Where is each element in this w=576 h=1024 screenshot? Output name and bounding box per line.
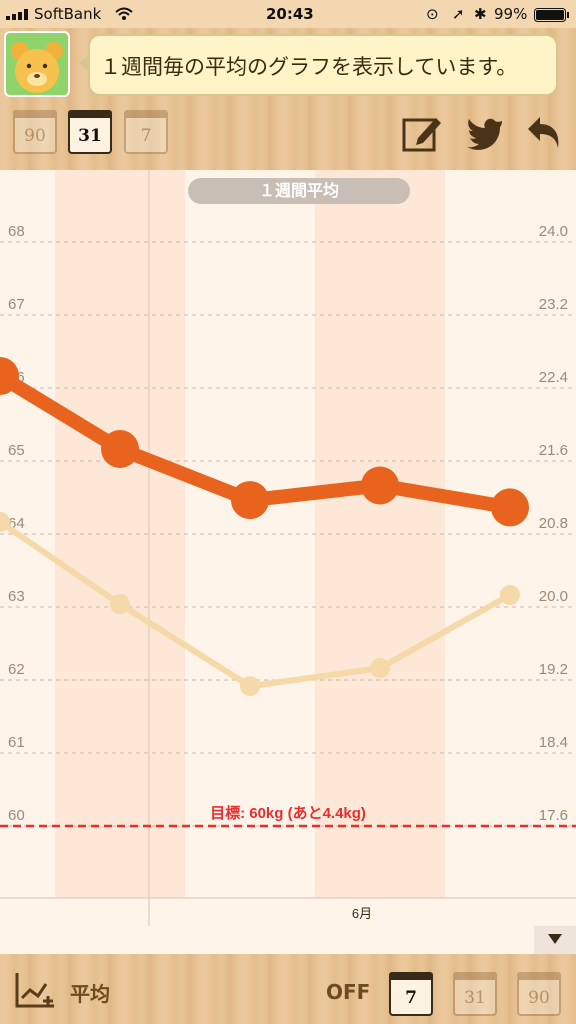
bluetooth-icon: ✱ <box>474 5 487 23</box>
y-left-tick: 62 <box>8 661 25 678</box>
y-left-tick: 65 <box>8 442 25 459</box>
range-31-label: 31 <box>78 126 102 146</box>
y-right-tick: 21.6 <box>539 442 568 459</box>
expand-tab-button[interactable] <box>534 926 576 954</box>
range-31-button[interactable]: 31 <box>68 110 112 154</box>
battery-percent: 99% <box>494 5 528 23</box>
wifi-icon <box>115 7 133 20</box>
mode-label[interactable]: 平均 <box>70 982 110 1006</box>
bottom-range-31-label: 31 <box>464 988 486 1008</box>
y-right-tick: 24.0 <box>539 223 568 240</box>
range-90-label: 90 <box>24 126 46 146</box>
data-point <box>361 466 399 505</box>
goal-label: 目標: 60kg (あと4.4kg) <box>210 804 366 822</box>
range-7-label: 7 <box>140 126 152 146</box>
header: １週間毎の平均のグラフを表示しています。 90 31 7 <box>0 28 576 170</box>
y-right-tick: 23.2 <box>539 296 568 313</box>
y-right-tick: 20.0 <box>539 588 568 605</box>
x-axis-label: 6月 <box>352 906 372 921</box>
data-point <box>101 430 139 468</box>
status-bar: SoftBank 20:43 ⊙ ➚ ✱ 99% <box>0 0 576 28</box>
y-right-tick: 20.8 <box>539 515 568 532</box>
y-left-tick: 60 <box>8 807 25 824</box>
data-point <box>500 585 520 605</box>
orientation-lock-icon: ⊙ <box>426 5 439 23</box>
battery-icon <box>534 8 569 22</box>
y-right-tick: 22.4 <box>539 369 568 386</box>
y-right-tick: 18.4 <box>539 734 568 751</box>
back-icon[interactable] <box>526 114 562 150</box>
bottom-range-7-label: 7 <box>405 988 417 1008</box>
scroll-strip <box>0 926 576 954</box>
bear-icon <box>11 42 63 93</box>
twitter-icon[interactable] <box>466 116 504 150</box>
range-7-button[interactable]: 7 <box>124 110 168 154</box>
location-icon: ➚ <box>452 5 465 23</box>
bottom-toolbar: 平均 OFF 7 31 90 <box>0 954 576 1024</box>
range-90-button[interactable]: 90 <box>13 110 57 154</box>
carrier-label: SoftBank <box>34 5 102 23</box>
bear-avatar[interactable] <box>4 31 70 97</box>
y-left-tick: 67 <box>8 296 25 313</box>
data-point <box>110 594 130 615</box>
y-left-tick: 68 <box>8 223 25 240</box>
bottom-range-7-button[interactable]: 7 <box>389 972 433 1016</box>
y-left-tick: 61 <box>8 734 25 751</box>
bottom-bar: 平均 OFF 7 31 90 <box>0 926 576 1024</box>
data-point <box>0 512 10 532</box>
data-point <box>231 481 269 520</box>
data-point <box>370 658 390 678</box>
data-point <box>240 676 260 697</box>
edit-icon[interactable] <box>402 114 442 154</box>
data-point <box>0 357 19 395</box>
y-left-tick: 63 <box>8 588 25 605</box>
data-point <box>491 488 529 527</box>
chart-canvas: 68676665646362616024.023.222.421.620.820… <box>0 170 576 926</box>
bottom-range-31-button[interactable]: 31 <box>453 972 497 1016</box>
y-right-tick: 17.6 <box>539 807 568 824</box>
message-bubble: １週間毎の平均のグラフを表示しています。 <box>78 34 558 96</box>
chart-title: １週間平均 <box>188 178 410 204</box>
clock: 20:43 <box>266 5 314 23</box>
bottom-range-90-label: 90 <box>528 988 550 1008</box>
weight-chart: 68676665646362616024.023.222.421.620.820… <box>0 170 576 926</box>
y-right-tick: 19.2 <box>539 661 568 678</box>
message-text: １週間毎の平均のグラフを表示しています。 <box>100 55 518 79</box>
toggle-label[interactable]: OFF <box>326 980 371 1004</box>
bottom-range-90-button[interactable]: 90 <box>517 972 561 1016</box>
signal-icon <box>6 9 28 20</box>
graph-mode-icon[interactable] <box>14 970 58 1010</box>
